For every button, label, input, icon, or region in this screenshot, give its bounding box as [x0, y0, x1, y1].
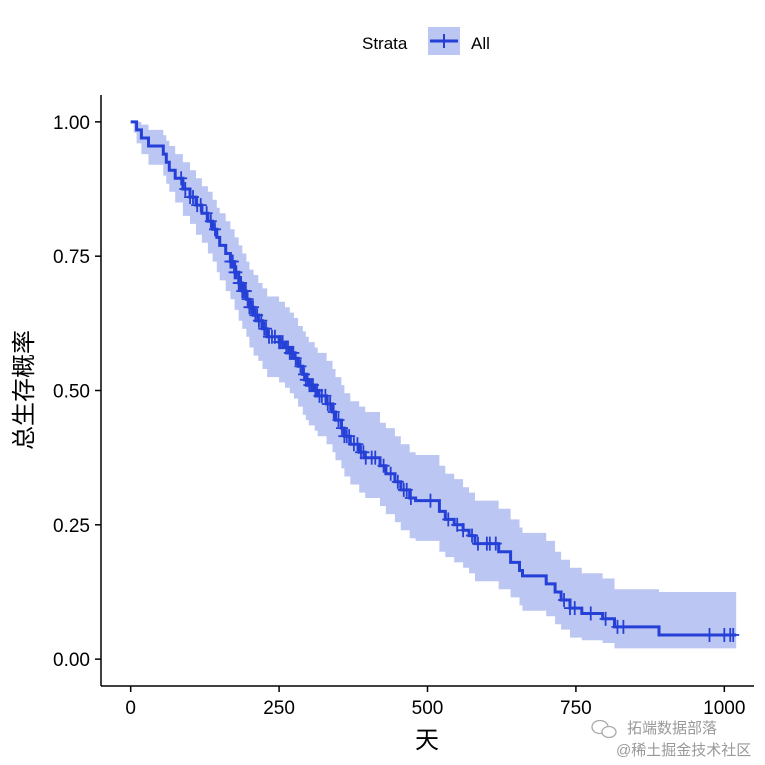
x-tick-label: 0 — [125, 698, 136, 719]
censor-mark — [424, 493, 437, 508]
censor-mark — [351, 437, 364, 452]
x-tick-label: 500 — [412, 698, 444, 719]
x-tick-label: 1000 — [703, 698, 745, 719]
censor-mark — [239, 284, 252, 299]
censor-mark — [343, 429, 356, 444]
y-axis-title: 总生存概率 — [11, 330, 38, 450]
plot-area — [130, 120, 740, 649]
confidence-band — [130, 121, 737, 649]
y-tick-label: 1.00 — [53, 113, 90, 134]
censor-mark — [703, 627, 716, 642]
censor-mark — [404, 490, 417, 505]
x-tick-label: 750 — [560, 698, 592, 719]
censor-mark — [377, 458, 390, 473]
censor-mark — [400, 482, 413, 497]
legend-title: Strata — [362, 34, 408, 53]
censor-mark — [457, 523, 470, 538]
censor-mark — [324, 396, 337, 411]
censor-mark — [200, 206, 213, 221]
censor-mark — [489, 536, 502, 551]
censor-mark — [294, 359, 307, 374]
x-axis-title: 天 — [415, 727, 439, 754]
censor-mark — [175, 171, 188, 186]
watermark-line2: @稀土掘金技术社区 — [616, 742, 751, 759]
censor-mark — [194, 198, 207, 213]
censor-mark — [327, 404, 340, 419]
censor-mark — [369, 450, 382, 465]
y-tick-label: 0.75 — [53, 247, 90, 268]
censor-mark — [187, 190, 200, 205]
censor-mark — [336, 421, 349, 436]
x-tick-label: 250 — [263, 698, 295, 719]
censor-mark — [391, 474, 404, 489]
censor-mark — [319, 388, 332, 403]
censor-mark — [384, 466, 397, 481]
censor-mark — [584, 606, 597, 621]
censor-mark — [558, 593, 571, 608]
censor-mark — [442, 512, 455, 527]
censor-mark — [466, 528, 479, 543]
censor-mark — [204, 214, 217, 229]
censor-mark — [226, 254, 239, 269]
censor-mark — [332, 413, 345, 428]
censor-mark — [617, 619, 630, 634]
censor-mark — [235, 276, 248, 291]
y-tick-label: 0.25 — [53, 516, 90, 537]
censor-mark — [179, 182, 192, 197]
y-tick-label: 0.50 — [53, 382, 90, 403]
wechat-icon — [591, 719, 617, 739]
censor-mark — [599, 611, 612, 626]
censor-mark — [230, 265, 243, 280]
censor-mark — [246, 300, 259, 315]
censor-mark — [727, 627, 740, 642]
legend-entry-all: All — [471, 34, 490, 53]
censor-mark — [255, 313, 268, 328]
y-tick-label: 0.00 — [53, 650, 90, 671]
censor-mark — [241, 292, 254, 307]
censor-mark — [568, 601, 581, 616]
censor-mark — [260, 321, 273, 336]
legend: Strata All — [362, 27, 490, 55]
censor-mark — [289, 351, 302, 366]
censor-mark — [208, 222, 221, 237]
watermark: 拓端数据部落 @稀土掘金技术社区 — [591, 719, 751, 759]
axes: 0.00 0.25 0.50 0.75 1.00 0 250 500 750 1000 — [53, 95, 754, 719]
watermark-line1: 拓端数据部落 — [627, 720, 717, 737]
